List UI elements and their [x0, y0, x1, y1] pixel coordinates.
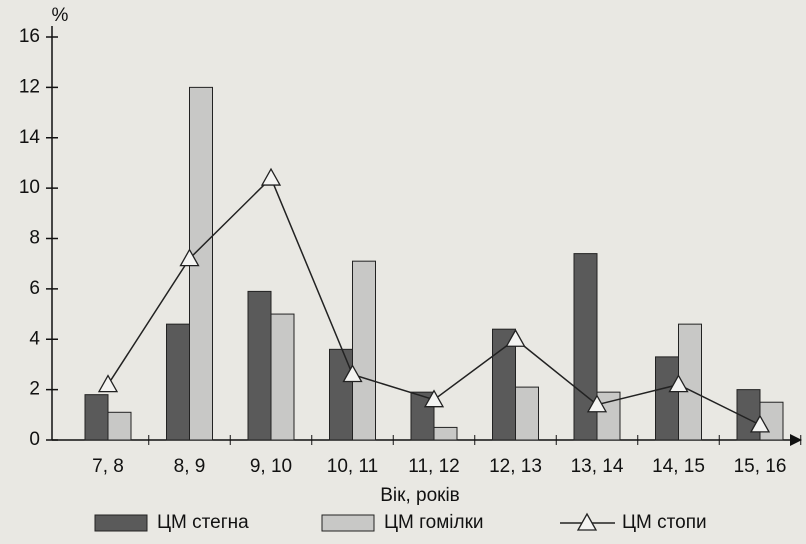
x-tick-label: 7, 8 — [92, 456, 124, 477]
x-tick-label: 12, 13 — [489, 456, 542, 477]
x-tick-label: 15, 16 — [734, 456, 787, 477]
legend-label: ЦМ стопи — [622, 512, 707, 533]
y-tick-label: 14 — [19, 127, 41, 148]
x-tick-label: 14, 15 — [652, 456, 705, 477]
x-tick-label: 8, 9 — [174, 456, 206, 477]
x-tick-label: 10, 11 — [327, 456, 378, 477]
line-marker — [423, 389, 445, 408]
y-tick-label: 2 — [29, 379, 40, 400]
y-tick-label: 4 — [29, 328, 40, 349]
legend-label: ЦМ стегна — [157, 512, 249, 533]
bar — [166, 323, 190, 441]
y-tick-label: 10 — [19, 177, 40, 198]
bar — [84, 394, 109, 441]
y-tick-label: 0 — [29, 429, 40, 450]
x-axis-label: Вік, років — [380, 485, 460, 506]
y-tick-label: 16 — [19, 26, 40, 47]
line-marker — [97, 374, 119, 393]
bar — [515, 386, 539, 441]
x-axis-arrow — [790, 434, 802, 446]
line-marker — [342, 364, 363, 383]
line-marker — [260, 167, 282, 186]
legend-swatch — [94, 514, 148, 532]
legend-marker — [576, 512, 598, 531]
bar — [352, 260, 376, 441]
legend-label: ЦМ гомілки — [384, 512, 484, 533]
x-tick-label: 13, 14 — [571, 456, 624, 477]
bar — [329, 348, 353, 441]
y-tick-label: 8 — [29, 228, 40, 249]
bar — [107, 411, 132, 441]
line-marker — [586, 394, 608, 413]
y-tick-label: 6 — [29, 278, 40, 299]
x-tick-label: 9, 10 — [250, 456, 292, 477]
y-tick-label: 12 — [19, 76, 40, 97]
line-marker — [179, 248, 200, 267]
bar — [655, 356, 679, 441]
legend-swatch — [321, 514, 375, 532]
bar — [247, 290, 272, 441]
y-unit: % — [52, 5, 69, 26]
line-marker — [749, 414, 771, 433]
line-marker — [668, 374, 689, 393]
bar — [270, 313, 295, 441]
bar — [596, 391, 621, 441]
x-tick-label: 11, 12 — [408, 456, 459, 477]
bar — [492, 328, 516, 441]
line-marker — [505, 328, 526, 347]
bar — [433, 426, 458, 441]
bar — [573, 253, 598, 441]
